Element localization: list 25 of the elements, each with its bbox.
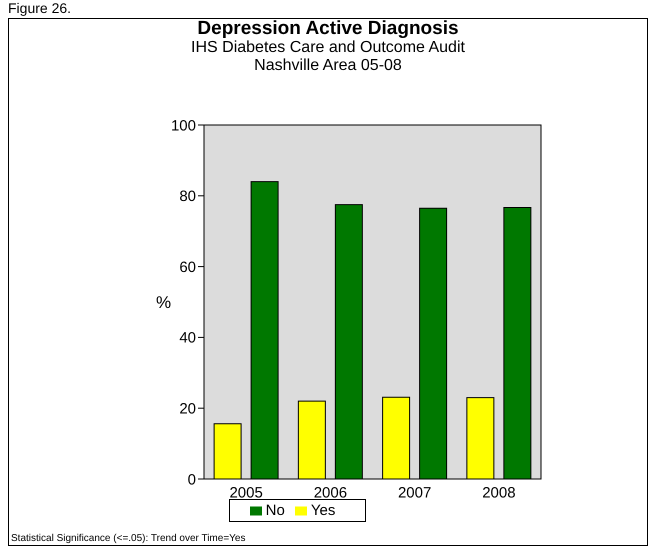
bar xyxy=(214,423,242,479)
bar xyxy=(382,396,410,479)
bar xyxy=(298,400,326,479)
y-tick-label: 0 xyxy=(188,471,196,488)
y-tick-label: 100 xyxy=(170,117,196,134)
text: Statistical Significance (<=.05): Trend over Time=Yes xyxy=(11,533,246,544)
y-tick-label: 80 xyxy=(179,188,196,206)
y-axis-title: % xyxy=(156,293,172,312)
bar xyxy=(466,397,494,479)
legend-label: Yes xyxy=(310,502,336,519)
x-tick-label: 2005 xyxy=(229,484,263,502)
bar xyxy=(503,206,532,479)
y-tick-label: 40 xyxy=(179,330,196,347)
bar xyxy=(334,204,363,479)
bar xyxy=(419,208,448,479)
caption: Figure 26. xyxy=(8,0,72,16)
x-tick-label: 2008 xyxy=(482,484,516,502)
chart-title: Depression Active Diagnosis xyxy=(196,18,460,39)
bar xyxy=(250,181,279,479)
y-tick-label: 20 xyxy=(179,400,196,418)
y-tick-label: 60 xyxy=(179,258,196,276)
legend-label: No xyxy=(266,502,285,519)
x-tick-label: 2007 xyxy=(398,484,432,502)
chart-subtitle: IHS Diabetes Care and Outcome Audit Nashville Area 05-08 xyxy=(190,39,466,75)
x-tick-label: 2006 xyxy=(314,484,348,502)
